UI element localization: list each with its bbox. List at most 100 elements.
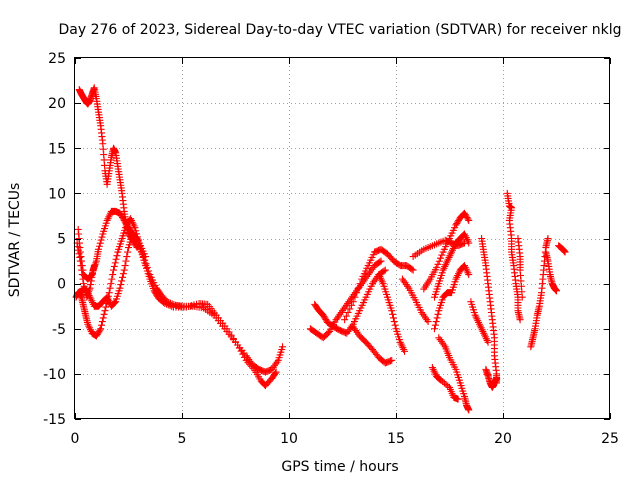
data-point [110, 262, 118, 270]
series-track-i [349, 323, 396, 367]
data-point [465, 271, 473, 279]
data-point [321, 314, 329, 322]
data-point [86, 284, 94, 292]
series-track-x [542, 248, 560, 295]
data-point [271, 369, 279, 377]
data-point [237, 347, 245, 355]
data-point [433, 263, 441, 271]
data-point [164, 301, 172, 309]
data-point [133, 244, 141, 252]
data-point [96, 239, 104, 247]
data-point [435, 375, 443, 383]
data-point [320, 313, 328, 321]
data-point [94, 329, 102, 337]
data-point [353, 289, 361, 297]
x-tick-labels: 0 5 10 15 20 25 [71, 431, 619, 447]
data-point [153, 291, 161, 299]
data-point [452, 221, 460, 229]
x-tick-label: 5 [178, 431, 187, 447]
series-track-j [375, 271, 409, 355]
data-point [376, 258, 384, 266]
data-point [356, 280, 364, 288]
data-point [431, 321, 439, 329]
data-point [433, 314, 441, 322]
data-point [117, 281, 125, 289]
data-point [99, 314, 107, 322]
data-point [116, 284, 124, 292]
y-tick-label: 5 [57, 232, 66, 248]
data-point [438, 251, 446, 259]
data-point [408, 265, 416, 273]
series-track-u [503, 189, 524, 324]
data-point [460, 209, 468, 217]
series-track-e [75, 84, 141, 252]
data-point [344, 309, 352, 317]
data-point [465, 239, 473, 247]
data-point [121, 262, 129, 270]
data-point [131, 241, 139, 249]
data-point [388, 356, 396, 364]
y-tick-label: 10 [48, 186, 66, 202]
data-point [100, 310, 108, 318]
data-point [544, 235, 552, 242]
data-point [377, 257, 385, 265]
data-point [87, 281, 95, 289]
data-point [461, 211, 469, 219]
series-track-m [420, 209, 473, 293]
grid-lines [75, 58, 610, 419]
series-track-v [514, 235, 526, 301]
data-point [78, 262, 86, 270]
data-point [354, 284, 362, 292]
data-point [150, 287, 158, 295]
series-track-b [72, 230, 280, 390]
y-tick-label: 20 [48, 96, 66, 112]
data-point [116, 209, 124, 217]
series-track-q [428, 364, 462, 403]
data-point [347, 301, 355, 309]
data-point [95, 242, 103, 250]
data-point [110, 266, 118, 274]
data-point [279, 343, 287, 351]
data-point [90, 262, 98, 270]
data-point [78, 257, 86, 265]
data-points [72, 84, 569, 414]
data-point [239, 350, 247, 358]
series-track-w [527, 235, 552, 351]
y-tick-label: 25 [48, 51, 66, 67]
data-point [119, 273, 127, 281]
data-point [95, 328, 103, 336]
data-point [112, 255, 120, 263]
data-point [346, 305, 354, 313]
data-point [391, 321, 399, 329]
series-track-t [482, 365, 501, 391]
y-axis-label: SDTVAR / TECUs [7, 183, 23, 298]
series-track-n [431, 230, 473, 301]
x-tick-label: 20 [494, 431, 512, 447]
data-point [120, 266, 128, 274]
data-point [79, 266, 87, 274]
data-point [437, 254, 445, 262]
data-point [342, 312, 350, 320]
data-point [123, 253, 131, 261]
data-point [132, 242, 140, 250]
data-point [454, 395, 462, 403]
data-point [131, 224, 139, 232]
chart-title: Day 276 of 2023, Sidereal Day-to-day VTE… [59, 22, 622, 38]
data-point [518, 293, 526, 301]
data-point [129, 236, 137, 244]
x-tick-label: 15 [387, 431, 405, 447]
data-point [493, 374, 501, 382]
y-tick-label: 15 [48, 141, 66, 157]
data-point [465, 406, 473, 414]
data-point [435, 257, 443, 265]
data-point [439, 378, 447, 386]
data-point [119, 270, 127, 278]
data-point [349, 298, 357, 306]
x-tick-label: 10 [280, 431, 298, 447]
data-point [106, 284, 114, 292]
data-point [76, 253, 84, 261]
data-point [319, 311, 327, 319]
data-point [98, 233, 106, 241]
data-point [118, 277, 126, 285]
series-track-p [435, 334, 473, 414]
